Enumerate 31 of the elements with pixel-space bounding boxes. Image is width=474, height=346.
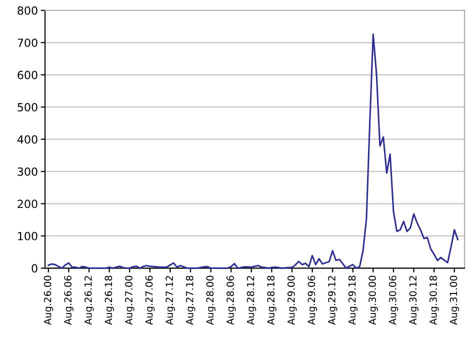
x-tick-label: Aug.27.06: [145, 276, 155, 325]
x-tick-label: Aug.30.12: [409, 276, 418, 325]
x-tick-label: Aug.26.12: [84, 276, 94, 325]
x-tick-label: Aug.29.18: [348, 276, 358, 325]
y-tick-label: 400: [17, 135, 38, 144]
x-tick-label: Aug.31.00: [450, 276, 460, 325]
line-series: [48, 33, 459, 269]
y-tick-label: 0: [32, 264, 38, 273]
x-tick-label: Aug.28.00: [206, 276, 216, 325]
x-tick-label: Aug.28.06: [226, 276, 236, 325]
y-tick-label: 300: [18, 167, 38, 176]
y-tick-label: 600: [18, 70, 38, 80]
y-tick-label: 200: [18, 200, 38, 208]
x-tick-label: Aug.28.18: [267, 276, 276, 325]
x-tick-label: Aug.27.12: [166, 276, 175, 325]
x-tick-label: Aug.27.18: [186, 276, 196, 325]
y-tick-label: 500: [18, 103, 38, 112]
y-tick-label: 700: [18, 38, 38, 47]
x-tick-label: Aug.30.18: [430, 276, 439, 325]
x-tick-label: Aug.26.18: [104, 276, 114, 325]
y-tick-label: 100: [18, 232, 38, 240]
x-tick-label: Aug.28.12: [246, 276, 256, 325]
x-tick-label: Aug.27.00: [125, 276, 134, 325]
y-tick-label: 800: [18, 6, 38, 15]
x-tick-label: Aug.26.06: [64, 276, 74, 325]
x-tick-label: Aug.29.12: [328, 276, 338, 325]
x-tick-label: Aug.29.06: [308, 276, 317, 325]
x-tick-label: Aug.29.00: [287, 276, 297, 325]
x-tick-label: Aug.26.00: [44, 276, 54, 325]
x-tick-label: Aug.30.06: [388, 276, 398, 325]
x-tick-label: Aug.30.00: [368, 276, 378, 325]
